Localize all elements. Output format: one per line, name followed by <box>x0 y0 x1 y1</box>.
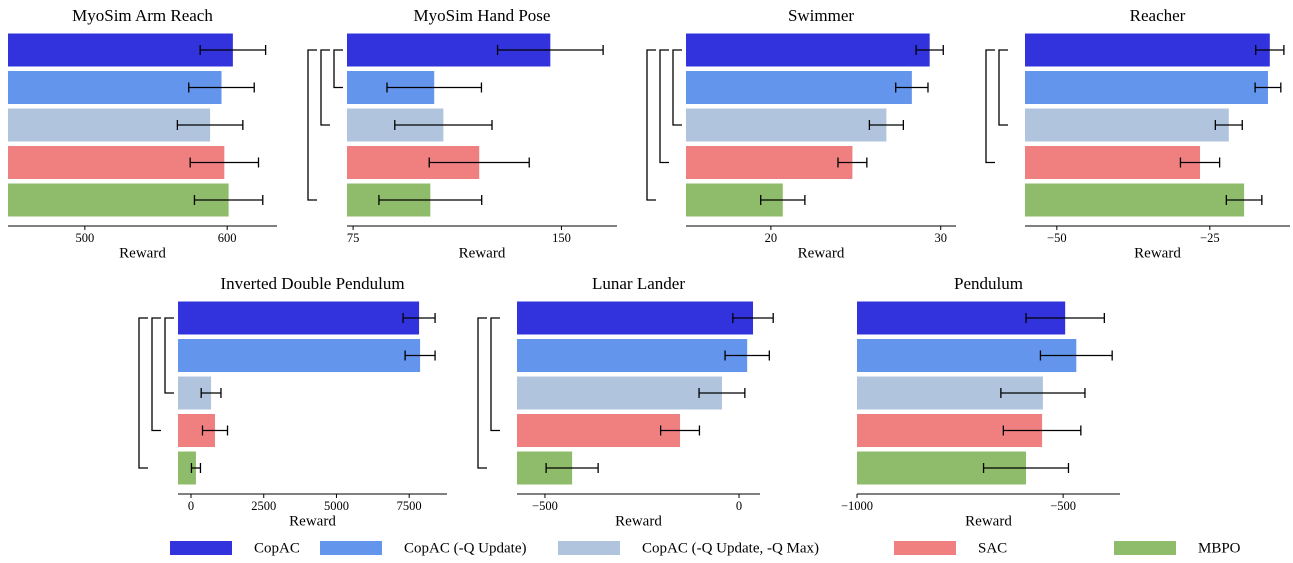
x-tick-label: 0 <box>188 499 194 513</box>
x-tick-label: 75 <box>347 231 360 245</box>
x-tick-label: 20 <box>765 231 778 245</box>
subplot-title: MyoSim Arm Reach <box>72 6 213 25</box>
significance-bracket <box>659 49 669 164</box>
bar <box>8 183 229 217</box>
legend-swatch <box>170 541 232 555</box>
x-tick-label: −500 <box>1050 499 1076 513</box>
significance-bracket <box>985 49 995 164</box>
x-tick-label: 5000 <box>324 499 349 513</box>
significance-bracket <box>477 317 487 469</box>
legend-swatch <box>558 541 620 555</box>
x-axis-label: Reward <box>119 245 166 261</box>
x-tick-label: −1000 <box>841 499 873 513</box>
significance-bracket <box>646 49 656 201</box>
legend-swatch <box>320 541 382 555</box>
x-tick-label: 500 <box>75 231 94 245</box>
bar <box>686 108 887 142</box>
bar <box>178 301 420 335</box>
bar <box>517 414 681 447</box>
x-axis-label: Reward <box>459 245 506 261</box>
x-axis-label: Reward <box>289 513 336 529</box>
bar <box>1025 71 1268 104</box>
subplot-title: Pendulum <box>954 274 1023 293</box>
legend-label: MBPO <box>1198 540 1241 556</box>
bar <box>178 339 421 372</box>
bar <box>1025 108 1229 142</box>
significance-bracket <box>333 49 343 89</box>
significance-bracket <box>138 317 148 469</box>
x-axis-label: Reward <box>1134 245 1181 261</box>
x-tick-label: 0 <box>736 499 742 513</box>
significance-bracket <box>998 49 1008 126</box>
legend-label: SAC <box>978 540 1007 556</box>
significance-bracket <box>320 49 330 126</box>
significance-bracket <box>490 317 500 432</box>
x-axis-label: Reward <box>965 513 1012 529</box>
bar <box>1025 183 1245 217</box>
subplot-title: MyoSim Hand Pose <box>414 6 551 25</box>
bar <box>1025 146 1201 179</box>
legend-swatch <box>894 541 956 555</box>
legend-swatch <box>1114 541 1176 555</box>
bar <box>686 146 853 179</box>
x-axis-label: Reward <box>798 245 845 261</box>
legend-label: CopAC (-Q Update, -Q Max) <box>642 540 819 556</box>
bar <box>857 339 1077 372</box>
subplot-title: Lunar Lander <box>592 274 685 293</box>
bar <box>517 339 748 372</box>
legend-label: CopAC (-Q Update) <box>404 540 526 556</box>
x-tick-label: 7500 <box>397 499 422 513</box>
x-tick-label: −500 <box>532 499 558 513</box>
subplot-title: Inverted Double Pendulum <box>220 274 404 293</box>
x-tick-label: −50 <box>1047 231 1067 245</box>
bar <box>686 71 912 104</box>
legend-label: CopAC <box>254 540 300 556</box>
bar <box>1025 33 1270 67</box>
subplot-title: Reacher <box>1130 6 1186 25</box>
bar <box>178 451 196 485</box>
significance-bracket <box>307 49 317 201</box>
bar <box>686 33 930 67</box>
bar <box>8 108 211 142</box>
x-tick-label: 30 <box>934 231 947 245</box>
x-tick-label: 150 <box>552 231 571 245</box>
x-axis-label: Reward <box>615 513 662 529</box>
bar <box>8 71 222 104</box>
x-tick-label: 2500 <box>251 499 276 513</box>
x-tick-label: 600 <box>218 231 237 245</box>
bar <box>8 33 233 67</box>
subplot-title: Swimmer <box>788 6 854 25</box>
bar <box>517 376 722 410</box>
significance-bracket <box>151 317 161 432</box>
x-tick-label: −25 <box>1200 231 1220 245</box>
bar <box>517 301 754 335</box>
bar <box>8 146 225 179</box>
significance-bracket <box>672 49 682 126</box>
significance-bracket <box>164 317 174 394</box>
